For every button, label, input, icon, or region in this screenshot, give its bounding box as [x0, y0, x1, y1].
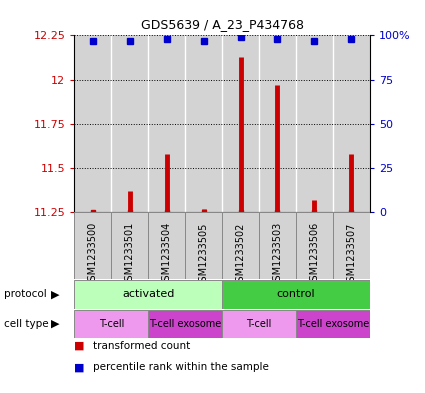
- Bar: [333, 35, 370, 212]
- Bar: [148, 35, 185, 212]
- FancyBboxPatch shape: [111, 212, 148, 279]
- Text: activated: activated: [122, 289, 174, 299]
- Bar: [111, 35, 148, 212]
- Text: percentile rank within the sample: percentile rank within the sample: [94, 362, 269, 373]
- FancyBboxPatch shape: [222, 310, 296, 338]
- FancyBboxPatch shape: [74, 212, 111, 279]
- Text: GSM1233500: GSM1233500: [88, 222, 98, 288]
- FancyBboxPatch shape: [296, 310, 370, 338]
- Bar: [259, 35, 296, 212]
- FancyBboxPatch shape: [333, 212, 370, 279]
- Text: protocol: protocol: [4, 289, 47, 299]
- Text: T-cell: T-cell: [99, 319, 124, 329]
- FancyBboxPatch shape: [222, 212, 259, 279]
- Text: ■: ■: [74, 341, 85, 351]
- Text: T-cell exosome: T-cell exosome: [297, 319, 369, 329]
- Text: control: control: [277, 289, 315, 299]
- Bar: [296, 35, 333, 212]
- FancyBboxPatch shape: [222, 280, 370, 309]
- FancyBboxPatch shape: [148, 310, 222, 338]
- Text: T-cell: T-cell: [246, 319, 272, 329]
- FancyBboxPatch shape: [74, 310, 148, 338]
- Text: T-cell exosome: T-cell exosome: [149, 319, 221, 329]
- Text: ▶: ▶: [51, 289, 60, 299]
- Bar: [74, 35, 111, 212]
- Text: GSM1233504: GSM1233504: [162, 222, 172, 288]
- FancyBboxPatch shape: [185, 212, 222, 279]
- Text: cell type: cell type: [4, 319, 49, 329]
- Title: GDS5639 / A_23_P434768: GDS5639 / A_23_P434768: [141, 18, 303, 31]
- Text: GSM1233503: GSM1233503: [272, 222, 283, 288]
- FancyBboxPatch shape: [74, 280, 222, 309]
- Text: GSM1233507: GSM1233507: [346, 222, 356, 288]
- Text: ■: ■: [74, 362, 85, 373]
- FancyBboxPatch shape: [296, 212, 333, 279]
- FancyBboxPatch shape: [148, 212, 185, 279]
- Text: GSM1233506: GSM1233506: [309, 222, 319, 288]
- Text: GSM1233502: GSM1233502: [235, 222, 246, 288]
- Bar: [185, 35, 222, 212]
- FancyBboxPatch shape: [259, 212, 296, 279]
- Text: ▶: ▶: [51, 319, 60, 329]
- Bar: [222, 35, 259, 212]
- Text: GSM1233501: GSM1233501: [125, 222, 135, 288]
- Text: GSM1233505: GSM1233505: [198, 222, 209, 288]
- Text: transformed count: transformed count: [94, 341, 191, 351]
